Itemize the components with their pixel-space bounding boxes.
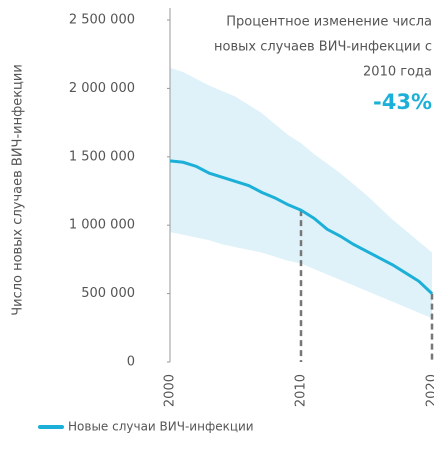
y-axis-label: Число новых случаев ВИЧ-инфекции [11,64,26,316]
legend-label: Новые случаи ВИЧ-инфекции [68,420,254,434]
x-tick-label: 2000 [163,374,178,407]
confidence-band [170,67,432,319]
y-tick-label: 1 500 000 [69,149,135,164]
x-tick-label: 2020 [425,374,434,407]
annotation: 2010 года [363,65,432,80]
annotation-value: -43% [373,90,432,114]
annotation: новых случаев ВИЧ-инфекции с [214,40,432,55]
annotation: Процентное изменение числа [226,15,432,30]
y-tick-label: 0 [127,355,135,370]
y-tick-label: 500 000 [81,286,135,301]
data-line [169,159,434,295]
y-tick-label: 2 500 000 [69,13,135,28]
y-tick-label: 2 000 000 [69,81,135,96]
x-tick-label: 2010 [294,374,309,407]
y-tick-label: 1 000 000 [69,218,135,233]
